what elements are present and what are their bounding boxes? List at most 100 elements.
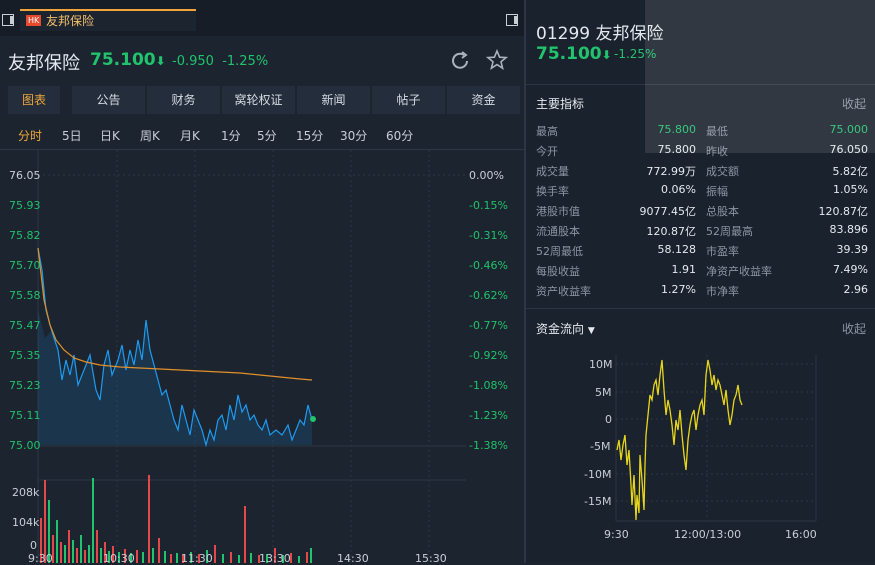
metric-value: 58.128 (657, 243, 697, 256)
range-1min[interactable]: 1分 (221, 129, 241, 143)
section-buttons: 图表 公告 财务 窝轮权证 新闻 帖子 资金 (8, 86, 520, 114)
tab-capital[interactable]: 资金 (447, 86, 520, 114)
metric-label: 换手率 (536, 185, 569, 198)
price-tick: 75.00 (9, 439, 41, 452)
stock-change: -0.950 -1.25% (172, 54, 269, 69)
refresh-icon[interactable] (449, 50, 471, 72)
metric-value: 772.99万 (646, 165, 697, 178)
metric-value: 120.87亿 (646, 225, 697, 238)
metrics-collapse-button[interactable]: 收起 (842, 97, 867, 111)
panel-divider (524, 0, 526, 563)
flow-y-tick: 0 (605, 413, 612, 426)
metric-value: 76.050 (829, 143, 869, 156)
range-5day[interactable]: 5日 (62, 129, 82, 143)
stock-name: 友邦保险 (8, 53, 80, 74)
price-tick: 75.58 (9, 289, 41, 302)
metric-value: 75.000 (829, 123, 869, 136)
metric-label: 成交量 (536, 165, 569, 178)
range-5min[interactable]: 5分 (257, 129, 277, 143)
flow-x-tick: 9:30 (604, 528, 629, 541)
range-30min[interactable]: 30分 (340, 129, 368, 143)
percent-tick: -0.15% (469, 199, 508, 212)
tab-posts[interactable]: 帖子 (372, 86, 445, 114)
tab-announcements[interactable]: 公告 (72, 86, 145, 114)
volume-tick: 104k (12, 516, 40, 529)
capital-flow-chart[interactable] (526, 355, 875, 563)
volume-tick: 0 (30, 539, 37, 552)
price-tick: 75.82 (9, 229, 41, 242)
metric-value: 1.05% (833, 183, 868, 196)
percent-tick: -0.46% (469, 259, 508, 272)
price-tick: 75.23 (9, 379, 41, 392)
metric-label: 净资产收益率 (706, 265, 772, 278)
range-intraday[interactable]: 分时 (18, 129, 43, 143)
metric-value: 1.91 (671, 263, 697, 276)
flow-y-tick: -5M (590, 440, 611, 453)
volume-bars (40, 475, 312, 563)
price-tick: 75.11 (9, 409, 41, 422)
tab-warrants[interactable]: 窝轮权证 (222, 86, 295, 114)
tab-news[interactable]: 新闻 (297, 86, 370, 114)
time-tick: 15:30 (415, 552, 447, 565)
range-weekly[interactable]: 周K (140, 129, 160, 143)
metric-label: 每股收益 (536, 265, 580, 278)
price-tick: 75.35 (9, 349, 41, 362)
tab-title: 友邦保险 (46, 14, 95, 28)
flow-line (616, 359, 743, 521)
market-badge: HK (26, 15, 42, 26)
intraday-chart[interactable] (0, 150, 526, 563)
stock-tab[interactable]: HK 友邦保险 (20, 9, 196, 31)
metrics-title: 主要指标 (536, 97, 585, 111)
panel-layout-icon[interactable] (506, 14, 518, 26)
flow-collapse-button[interactable]: 收起 (842, 322, 867, 336)
star-icon[interactable] (486, 49, 508, 71)
percent-tick: -0.62% (469, 289, 508, 302)
capital-flow-title[interactable]: 资金流向 ▼ (536, 322, 595, 336)
metric-value: 83.896 (829, 223, 869, 236)
metric-value: 1.27% (661, 283, 696, 296)
flow-y-tick: 5M (595, 386, 612, 399)
metric-label: 港股市值 (536, 205, 580, 218)
quote-title: 01299 友邦保险 (536, 24, 664, 44)
price-line (37, 247, 313, 448)
price-tick: 75.47 (9, 319, 41, 332)
flow-y-tick: 10M (589, 358, 613, 371)
metric-label: 52周最低 (536, 245, 583, 258)
quote-change-pct: -1.25% (614, 47, 657, 61)
metric-label: 市盈率 (706, 245, 739, 258)
dropdown-caret-icon[interactable]: ▼ (587, 326, 595, 336)
range-60min[interactable]: 60分 (386, 129, 414, 143)
range-monthly[interactable]: 月K (180, 129, 200, 143)
average-line (37, 247, 313, 381)
metric-label: 成交额 (706, 165, 739, 178)
percent-tick: -1.23% (469, 409, 508, 422)
time-tick: 14:30 (337, 552, 369, 565)
metric-label: 总股本 (706, 205, 739, 218)
flow-x-tick: 16:00 (785, 528, 817, 541)
price-tick: 75.93 (9, 199, 41, 212)
percent-tick: -0.92% (469, 349, 508, 362)
volume-tick: 208k (12, 486, 40, 499)
panel-toggle-icon[interactable] (2, 14, 14, 26)
metric-value: 5.82亿 (832, 165, 869, 178)
percent-tick: 0.00% (469, 169, 504, 182)
metric-label: 振幅 (706, 185, 728, 198)
range-15min[interactable]: 15分 (296, 129, 324, 143)
metric-label: 今开 (536, 145, 558, 158)
metric-value: 2.96 (843, 283, 869, 296)
metric-label: 流通股本 (536, 225, 580, 238)
metric-label: 最低 (706, 125, 728, 138)
metric-label: 市净率 (706, 285, 739, 298)
time-tick: 13:30 (259, 552, 291, 565)
metric-value: 120.87亿 (818, 205, 869, 218)
divider (526, 84, 875, 85)
range-daily[interactable]: 日K (100, 129, 120, 143)
tab-financials[interactable]: 财务 (147, 86, 220, 114)
tab-chart[interactable]: 图表 (8, 86, 60, 114)
percent-tick: -0.31% (469, 229, 508, 242)
metric-value: 75.800 (657, 123, 697, 136)
time-tick: 11:30 (181, 552, 213, 565)
time-tick: 9:30 (28, 552, 53, 565)
percent-tick: -1.08% (469, 379, 508, 392)
metric-label: 52周最高 (706, 225, 753, 238)
